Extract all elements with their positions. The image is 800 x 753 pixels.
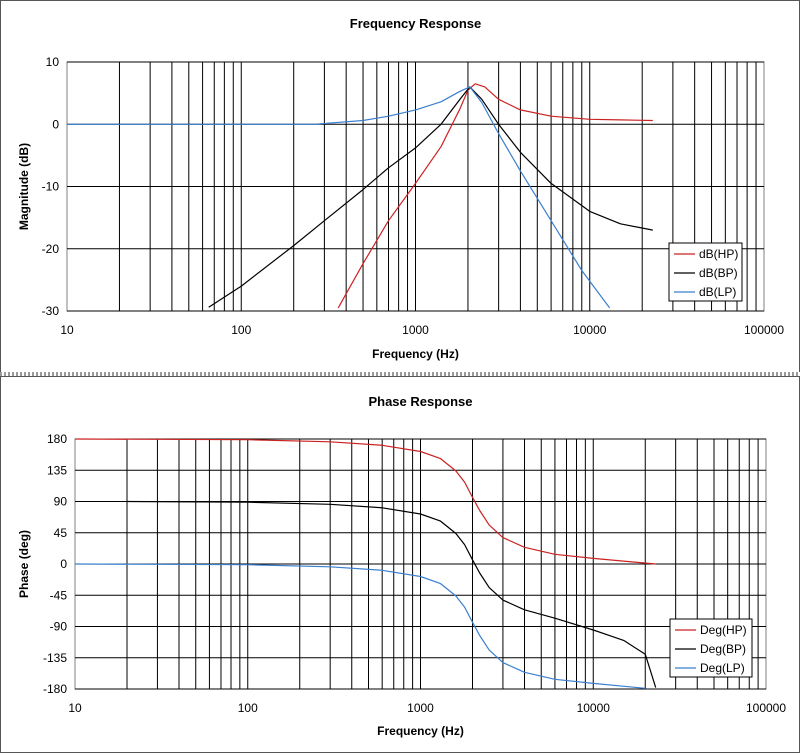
y-tick-label: -30	[42, 304, 60, 318]
legend-label: dB(BP)	[699, 266, 738, 280]
y-axis-label: Magnitude (dB)	[17, 143, 31, 230]
series-line	[74, 563, 646, 689]
y-tick-label: -20	[42, 242, 60, 256]
y-tick-label: -180	[43, 682, 67, 696]
x-tick-label: 10	[68, 701, 82, 715]
y-tick-label: 10	[46, 55, 60, 69]
series-line	[126, 500, 657, 688]
y-tick-label: 90	[54, 495, 68, 509]
y-tick-label: -135	[43, 651, 67, 665]
series-line	[67, 86, 611, 309]
y-tick-label: 135	[47, 463, 67, 477]
series-line	[337, 83, 653, 309]
x-tick-label: 1000	[402, 323, 429, 337]
legend-label: Deg(HP)	[700, 623, 747, 637]
legend	[669, 618, 753, 678]
chart-title: Phase Response	[368, 394, 472, 409]
legend-label: dB(HP)	[699, 247, 738, 261]
y-axis-label: Phase (deg)	[17, 530, 31, 598]
x-tick-label: 100000	[746, 701, 786, 715]
series-line	[208, 86, 653, 308]
x-tick-label: 100	[231, 323, 251, 337]
x-tick-label: 100	[238, 701, 258, 715]
legend-label: Deg(LP)	[700, 661, 745, 675]
x-tick-label: 10000	[573, 323, 607, 337]
y-tick-label: 0	[60, 557, 67, 571]
y-tick-label: -90	[50, 620, 68, 634]
chart-title: Frequency Response	[350, 16, 482, 31]
phase-response-panel: Phase Response 180 135 90 45 0 -45 -90 -135 -180 1…	[0, 376, 800, 753]
series-line	[74, 438, 656, 565]
divider	[0, 372, 800, 377]
y-tick-label: 180	[47, 432, 67, 446]
legend-label: Deg(BP)	[700, 642, 746, 656]
x-tick-label: 10000	[577, 701, 611, 715]
x-tick-label: 100000	[744, 323, 784, 337]
y-tick-label: 45	[54, 526, 68, 540]
x-tick-label: 1000	[407, 701, 434, 715]
y-tick-label: -10	[42, 180, 60, 194]
legend-label: dB(LP)	[699, 285, 736, 299]
y-tick-label: -45	[50, 588, 68, 602]
frequency-response-panel: Frequency Response 10 0 -10 -20 -30 10 100 1000 1…	[0, 0, 800, 375]
legend	[668, 242, 743, 302]
phase-response-chart: Phase Response18013590450-45-90-135-1801…	[17, 394, 786, 738]
y-tick-label: 0	[52, 117, 59, 131]
x-axis-label: Frequency (Hz)	[372, 347, 459, 361]
x-axis-label: Frequency (Hz)	[377, 724, 464, 738]
x-tick-label: 10	[60, 323, 74, 337]
